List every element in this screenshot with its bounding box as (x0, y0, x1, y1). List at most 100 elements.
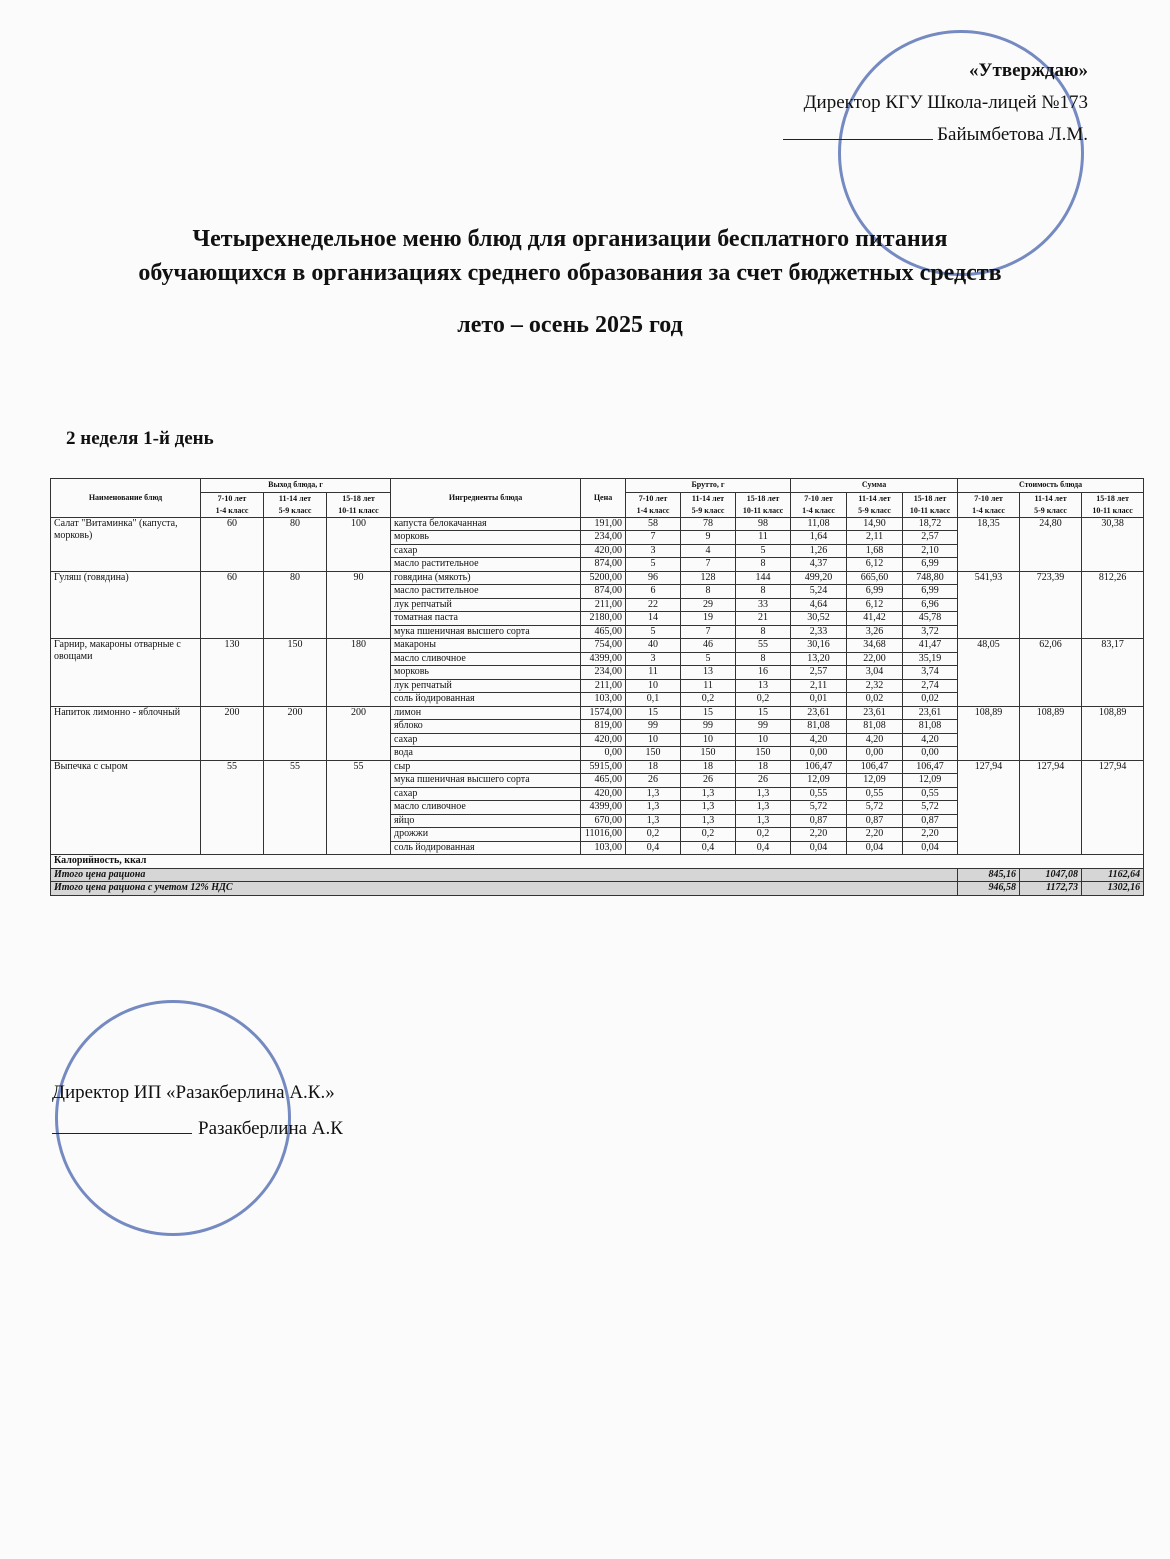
header-cost: Стоимость блюда (957, 478, 1145, 493)
age-label: 11-14 лет (278, 493, 312, 503)
brutto-value: 150 (625, 746, 682, 761)
sum-value: 1,68 (846, 543, 904, 558)
ingredient-name: дрожжи (390, 827, 582, 842)
brutto-value: 1,3 (735, 800, 792, 815)
brutto-value: 13 (680, 665, 737, 680)
approval-name: Байымбетова Л.М. (937, 124, 1088, 145)
ingredient-price: 420,00 (580, 786, 627, 801)
sum-value: 14,90 (846, 516, 904, 531)
sum-value: 3,72 (902, 624, 959, 639)
sum-value: 5,72 (846, 800, 904, 815)
ingredient-price: 465,00 (580, 773, 627, 788)
age-label: 7-10 лет (217, 493, 247, 503)
brutto-value: 18 (625, 759, 682, 774)
brutto-value: 6 (625, 584, 682, 599)
brutto-value: 19 (680, 611, 737, 626)
table-row: сахар 420,00 3 4 5 1,26 1,68 2,10 (51, 543, 1144, 558)
header-age-group: 15-18 лет 10-11 класс (1081, 491, 1145, 518)
brutto-value: 18 (680, 759, 737, 774)
total-row-value: 1162,64 (1081, 867, 1145, 882)
sum-value: 0,55 (790, 786, 848, 801)
header-dish: Наименование блюд (50, 478, 201, 518)
sum-value: 106,47 (790, 759, 848, 774)
brutto-value: 10 (735, 732, 792, 747)
sum-value: 81,08 (846, 719, 904, 734)
sum-value: 6,96 (902, 597, 959, 612)
season: лето – осень 2025 год (457, 312, 683, 338)
table-row: лук репчатый 211,00 22 29 33 4,64 6,12 6,96 (51, 597, 1144, 612)
age-label: 15-18 лет (746, 493, 780, 503)
brutto-value: 0,2 (680, 827, 737, 842)
brutto-value: 5 (735, 543, 792, 558)
age-label: 15-18 лет (913, 493, 947, 503)
ingredient-price: 234,00 (580, 665, 627, 680)
ingredient-price: 874,00 (580, 584, 627, 599)
brutto-value: 46 (680, 638, 737, 653)
director-position: Директор ИП «Разакберлина А.К.» (52, 1082, 335, 1103)
approval-title: «Утверждаю» (969, 60, 1088, 81)
sum-value: 3,26 (846, 624, 904, 639)
sum-value: 6,12 (846, 597, 904, 612)
menu-table: Наименование блюд Выход блюда, г Ингредиен… (49, 478, 1145, 896)
header-age-group: 7-10 лет 1-4 класс (625, 491, 682, 518)
sum-value: 0,02 (902, 692, 959, 707)
header-age-group: 15-18 лет 10-11 класс (902, 491, 959, 518)
sum-value: 2,20 (902, 827, 959, 842)
dish-yield: 80 (263, 516, 327, 572)
header-age-group: 11-14 лет 5-9 класс (846, 491, 904, 518)
ingredient-price: 5915,00 (580, 759, 627, 774)
age-label: 7-10 лет (804, 493, 833, 503)
sum-value: 12,09 (846, 773, 904, 788)
grade-label: 10-11 класс (338, 505, 379, 515)
sum-value: 2,20 (790, 827, 848, 842)
dish-cost: 812,26 (1081, 570, 1145, 639)
total-vat-row-value: 1172,73 (1019, 881, 1083, 896)
header-ingredients: Ингредиенты блюда (390, 478, 582, 518)
dish-yield: 80 (263, 570, 327, 639)
sum-value: 0,02 (846, 692, 904, 707)
signature-line (52, 1133, 192, 1134)
brutto-value: 58 (625, 516, 682, 531)
sum-value: 30,52 (790, 611, 848, 626)
calories-row: Калорийность, ккал (49, 854, 1145, 869)
age-label: 15-18 лет (342, 493, 375, 503)
brutto-value: 29 (680, 597, 737, 612)
total-row-label: Итого цена рациона (49, 867, 959, 882)
grade-label: 1-4 класс (636, 505, 670, 515)
brutto-value: 5 (680, 651, 737, 666)
sum-value: 12,09 (902, 773, 959, 788)
brutto-value: 0,4 (625, 840, 682, 855)
brutto-value: 15 (680, 705, 737, 720)
dish-name: Гуляш (говядина) (50, 570, 201, 639)
brutto-value: 8 (735, 557, 792, 572)
brutto-value: 96 (625, 570, 682, 585)
brutto-value: 8 (735, 584, 792, 599)
sum-value: 23,61 (790, 705, 848, 720)
brutto-value: 98 (735, 516, 792, 531)
age-label: 15-18 лет (1096, 493, 1129, 503)
brutto-value: 18 (735, 759, 792, 774)
brutto-value: 78 (680, 516, 737, 531)
sum-value: 0,55 (846, 786, 904, 801)
sum-value: 81,08 (902, 719, 959, 734)
grade-label: 5-9 класс (278, 505, 312, 515)
sum-value: 665,60 (846, 570, 904, 585)
sum-value: 2,11 (846, 530, 904, 545)
sum-value: 2,33 (790, 624, 848, 639)
header-age-group: 11-14 лет 5-9 класс (263, 491, 327, 518)
total-row-value: 845,16 (957, 867, 1021, 882)
sum-value: 13,20 (790, 651, 848, 666)
sum-value: 2,74 (902, 678, 959, 693)
brutto-value: 4 (680, 543, 737, 558)
ingredient-price: 4399,00 (580, 800, 627, 815)
ingredient-name: вода (390, 746, 582, 761)
dish-cost: 108,89 (1081, 705, 1145, 761)
brutto-value: 11 (625, 665, 682, 680)
sum-value: 6,99 (902, 584, 959, 599)
dish-cost: 541,93 (957, 570, 1021, 639)
sum-value: 0,04 (790, 840, 848, 855)
entrepreneur-stamp (55, 1000, 291, 1236)
header-age-group: 11-14 лет 5-9 класс (680, 491, 737, 518)
header-yield: Выход блюда, г (199, 478, 392, 493)
dish-yield: 180 (325, 638, 392, 707)
